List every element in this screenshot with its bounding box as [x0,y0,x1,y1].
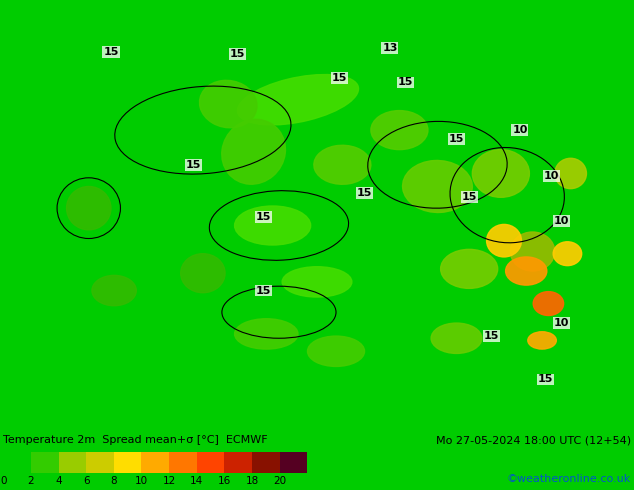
Ellipse shape [282,267,352,297]
Ellipse shape [237,74,359,125]
Bar [114,452,141,473]
Text: 10: 10 [135,476,148,487]
Ellipse shape [487,224,521,257]
Text: 15: 15 [332,73,347,83]
Text: 15: 15 [103,47,119,57]
Text: 15: 15 [398,77,413,87]
Bar [252,452,280,473]
Text: 15: 15 [256,286,271,295]
Bar [280,452,307,473]
Ellipse shape [553,242,582,266]
Text: 6: 6 [83,476,89,487]
Ellipse shape [555,158,586,189]
Bar [141,452,169,473]
Text: 10: 10 [553,318,569,328]
Text: 18: 18 [245,476,259,487]
Text: 15: 15 [449,134,464,144]
Text: ©weatheronline.co.uk: ©weatheronline.co.uk [507,474,631,484]
Bar [86,452,114,473]
Ellipse shape [533,292,564,316]
Ellipse shape [200,80,257,128]
Text: 10: 10 [553,216,569,226]
Ellipse shape [181,254,225,293]
Ellipse shape [222,120,285,184]
Ellipse shape [307,336,365,367]
Text: 0: 0 [0,476,6,487]
Bar [224,452,252,473]
Text: 15: 15 [230,49,245,59]
Bar [31,452,58,473]
Text: 15: 15 [462,192,477,202]
Text: 15: 15 [256,212,271,222]
Bar [58,452,86,473]
Ellipse shape [527,332,556,349]
Bar [169,452,197,473]
Ellipse shape [431,323,482,353]
Text: 4: 4 [55,476,61,487]
Text: 15: 15 [538,374,553,385]
Ellipse shape [235,318,298,349]
Ellipse shape [441,249,498,289]
Text: Temperature 2m  Spread mean+σ [°C]  ECMWF: Temperature 2m Spread mean+σ [°C] ECMWF [3,435,268,445]
Text: 13: 13 [382,43,398,53]
Text: 15: 15 [186,160,201,170]
Ellipse shape [506,257,547,285]
Ellipse shape [314,145,371,184]
Ellipse shape [403,160,472,213]
Text: 14: 14 [190,476,204,487]
Ellipse shape [67,187,111,230]
Ellipse shape [92,275,136,306]
Text: 20: 20 [273,476,287,487]
Bar [3,452,31,473]
Text: 12: 12 [162,476,176,487]
Bar [197,452,224,473]
Text: 15: 15 [484,331,499,341]
Text: 10: 10 [544,171,559,181]
Text: 8: 8 [110,476,117,487]
Ellipse shape [235,206,311,245]
Ellipse shape [371,111,428,149]
Ellipse shape [472,149,529,197]
Text: 2: 2 [27,476,34,487]
Ellipse shape [510,232,555,271]
Text: 15: 15 [357,188,372,198]
Text: Mo 27-05-2024 18:00 UTC (12+54): Mo 27-05-2024 18:00 UTC (12+54) [436,435,631,445]
Text: 10: 10 [512,125,527,135]
Text: 16: 16 [218,476,231,487]
